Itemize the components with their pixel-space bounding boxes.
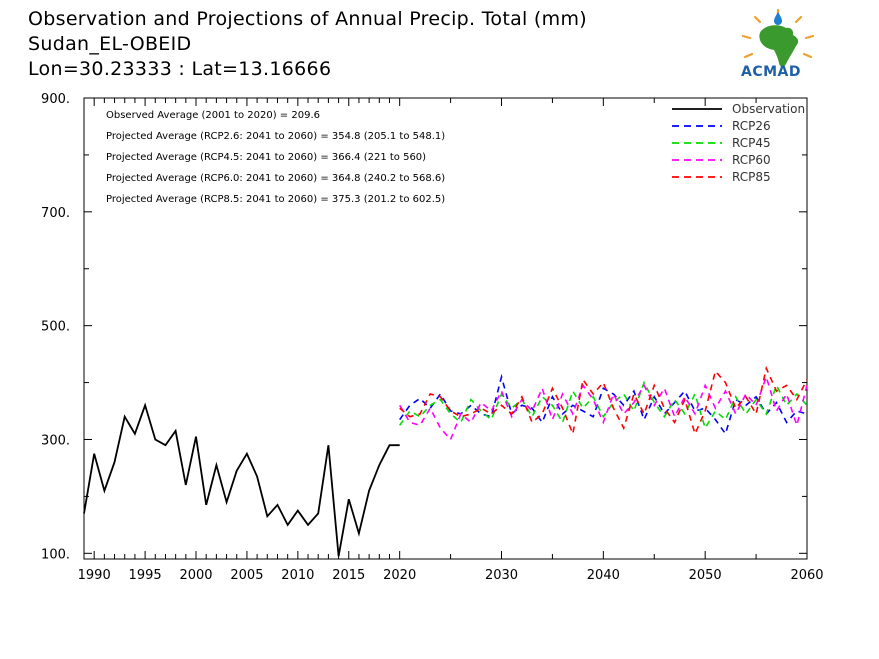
x-tick-label: 2050 bbox=[689, 568, 722, 583]
x-tick-label: 2030 bbox=[485, 568, 518, 583]
x-tick-label: 2020 bbox=[383, 568, 416, 583]
legend-label-rcp26: RCP26 bbox=[732, 119, 771, 133]
africa-map-icon bbox=[759, 25, 799, 67]
y-tick-label: 300. bbox=[41, 433, 70, 448]
x-tick-label: 2005 bbox=[230, 568, 263, 583]
stats-annotation: Projected Average (RCP6.0: 2041 to 2060)… bbox=[106, 173, 445, 184]
plot-frame bbox=[83, 97, 808, 560]
raindrop-icon bbox=[774, 12, 782, 25]
y-tick-label: 100. bbox=[41, 547, 70, 562]
x-tick-label: 2040 bbox=[587, 568, 620, 583]
x-tick-label: 1990 bbox=[78, 568, 111, 583]
station-name: Sudan_EL-OBEID bbox=[28, 33, 192, 55]
series-line-rcp85 bbox=[399, 365, 808, 437]
series-line-rcp45 bbox=[399, 380, 808, 431]
stats-annotation: Projected Average (RCP2.6: 2041 to 2060)… bbox=[106, 131, 445, 142]
series-line-rcp26 bbox=[399, 373, 808, 436]
stats-annotation: Projected Average (RCP8.5: 2041 to 2060)… bbox=[106, 194, 445, 205]
x-tick-label: 2000 bbox=[179, 568, 212, 583]
y-tick-label: 900. bbox=[41, 92, 70, 107]
stats-annotation: Projected Average (RCP4.5: 2041 to 2060)… bbox=[106, 152, 426, 163]
legend-label-rcp45: RCP45 bbox=[732, 136, 771, 150]
series-line-observation bbox=[83, 402, 400, 557]
legend-label-observation: Observation bbox=[732, 102, 805, 116]
legend-label-rcp60: RCP60 bbox=[732, 153, 771, 167]
stats-annotation: Observed Average (2001 to 2020) = 209.6 bbox=[106, 110, 320, 121]
acmad-logo-text: ACMAD bbox=[741, 64, 801, 80]
chart-title: Observation and Projections of Annual Pr… bbox=[28, 8, 587, 30]
x-tick-label: 2015 bbox=[332, 568, 365, 583]
y-tick-label: 700. bbox=[41, 206, 70, 221]
series-line-rcp60 bbox=[399, 374, 808, 441]
x-tick-label: 1995 bbox=[129, 568, 162, 583]
y-tick-label: 500. bbox=[41, 320, 70, 335]
x-tick-label: 2010 bbox=[281, 568, 314, 583]
acmad-logo bbox=[741, 8, 815, 67]
x-tick-label: 2060 bbox=[790, 568, 823, 583]
station-coordinates: Lon=30.23333 : Lat=13.16666 bbox=[28, 58, 332, 80]
legend-label-rcp85: RCP85 bbox=[732, 170, 771, 184]
